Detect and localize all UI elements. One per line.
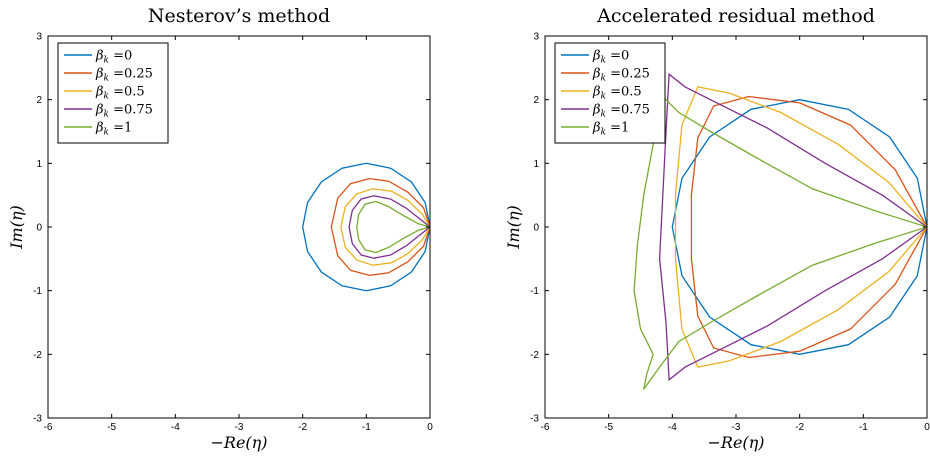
legend-entry-4: βk =0.75 — [592, 103, 650, 120]
legend-entry-3: βk =0.5 — [592, 85, 642, 102]
legend-entry-5: βk =1 — [95, 121, 132, 138]
x-tick-label: -5 — [107, 422, 116, 433]
x-tick-label: -6 — [541, 422, 550, 433]
chart-title: Nesterov’s method — [148, 5, 330, 27]
x-tick-label: -2 — [795, 422, 804, 433]
series-line-2 — [690, 95, 927, 359]
y-axis-label: Im(η) — [504, 205, 523, 250]
legend-entry-3: βk =0.5 — [95, 85, 145, 102]
series-line-4 — [348, 195, 430, 259]
legend-entry-5: βk =1 — [592, 121, 629, 138]
y-tick-label: 3 — [36, 32, 42, 43]
y-tick-label: -3 — [530, 414, 539, 425]
series-line-2 — [330, 177, 430, 277]
y-tick-label: -3 — [33, 414, 42, 425]
x-tick-label: -1 — [362, 422, 371, 433]
y-tick-label: -1 — [33, 286, 42, 297]
series-line-3 — [674, 86, 927, 368]
x-tick-label: -2 — [298, 422, 307, 433]
x-tick-label: -4 — [171, 422, 180, 433]
series-line-4 — [658, 72, 927, 382]
y-tick-label: 2 — [36, 95, 42, 106]
chart-title: Accelerated residual method — [596, 5, 875, 27]
y-tick-label: 2 — [533, 95, 539, 106]
y-tick-label: 3 — [533, 32, 539, 43]
x-tick-label: 0 — [924, 422, 930, 433]
y-tick-label: -1 — [530, 286, 539, 297]
y-tick-label: 1 — [533, 159, 539, 170]
legend-entry-1: βk =0 — [592, 49, 629, 66]
y-tick-label: 0 — [533, 223, 539, 234]
y-tick-label: -2 — [33, 350, 42, 361]
x-tick-label: 0 — [427, 422, 433, 433]
y-tick-label: 1 — [36, 159, 42, 170]
x-tick-label: -3 — [235, 422, 244, 433]
series-line-5 — [633, 91, 927, 390]
y-tick-label: -2 — [530, 350, 539, 361]
y-tick-label: 0 — [36, 223, 42, 234]
legend-entry-4: βk =0.75 — [95, 103, 153, 120]
x-tick-label: -3 — [732, 422, 741, 433]
x-tick-label: -1 — [859, 422, 868, 433]
chart-panel-2: Accelerated residual method -6 -5 -4 -3 -2 -1 0… — [504, 5, 930, 452]
series-line-3 — [340, 188, 430, 266]
x-axis-label: −Re(η) — [211, 433, 268, 452]
series-line-1 — [671, 99, 927, 355]
series-line-1 — [302, 162, 430, 292]
legend-entry-1: βk =0 — [95, 49, 132, 66]
series-line-5 — [356, 200, 430, 254]
y-axis-label: Im(η) — [7, 205, 26, 250]
x-axis-label: −Re(η) — [708, 433, 765, 452]
x-tick-label: -5 — [604, 422, 613, 433]
legend-entry-2: βk =0.25 — [592, 67, 650, 84]
legend-entry-2: βk =0.25 — [95, 67, 153, 84]
x-tick-label: -4 — [668, 422, 677, 433]
chart-panel-1: Nesterov’s method -6 -5 -4 -3 -2 -1 0 3 2 1 0 -1 -2 -3… — [7, 5, 433, 452]
x-tick-label: -6 — [44, 422, 53, 433]
